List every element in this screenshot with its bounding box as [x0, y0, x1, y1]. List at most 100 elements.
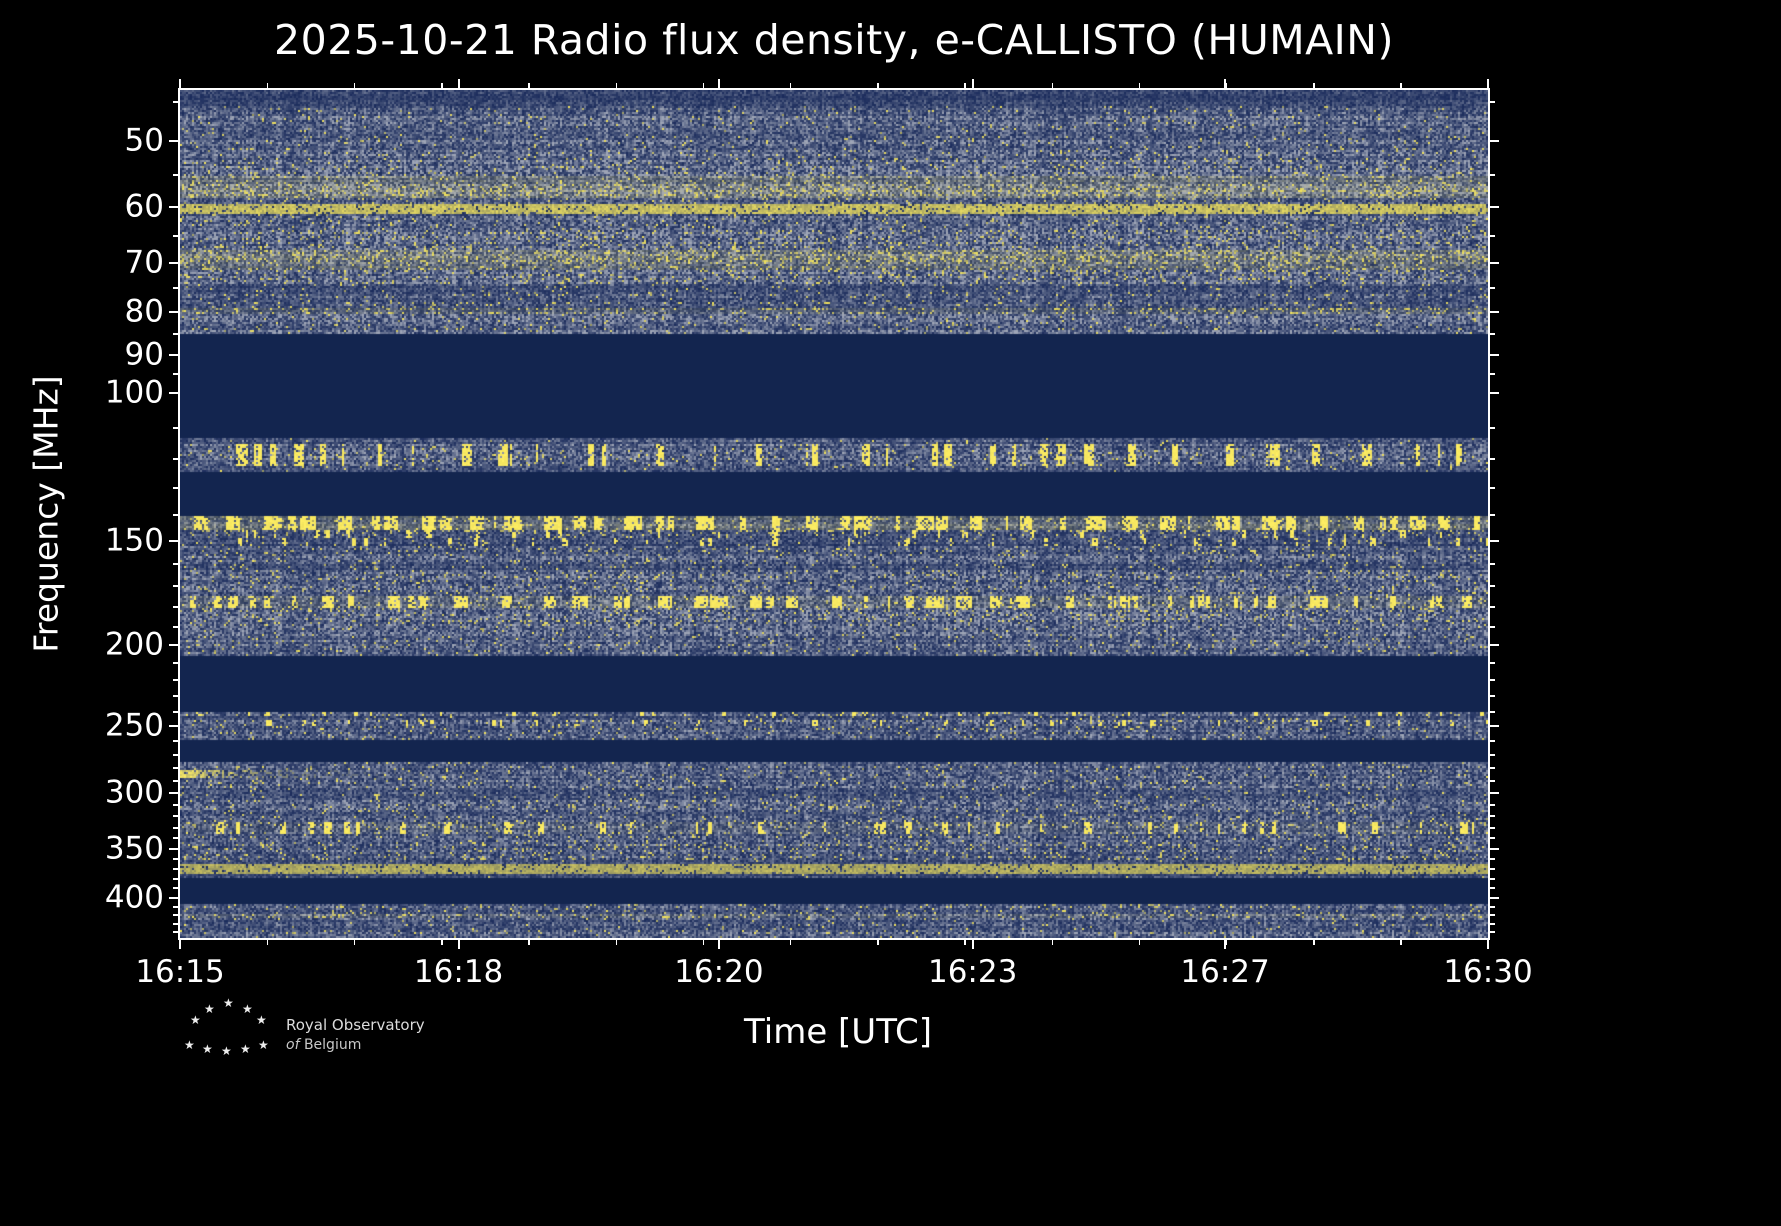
y-minor-tick: [1490, 625, 1495, 628]
star-icon: ★: [202, 1042, 213, 1056]
y-major-tick: [169, 206, 178, 209]
y-major-tick: [1490, 896, 1499, 899]
x-minor-tick: [353, 83, 356, 88]
y-minor-tick: [173, 332, 178, 335]
y-minor-tick: [173, 710, 178, 713]
x-tick-label: 16:18: [413, 954, 504, 990]
y-major-tick: [169, 791, 178, 794]
y-major-tick: [169, 539, 178, 542]
y-minor-tick: [1490, 739, 1495, 742]
star-icon: ★: [190, 1013, 201, 1027]
y-minor-tick: [1490, 695, 1495, 698]
x-major-tick: [1487, 79, 1489, 88]
x-major-tick: [1487, 940, 1489, 949]
y-minor-tick: [1490, 514, 1495, 517]
y-minor-tick: [1490, 837, 1495, 840]
star-icon: ★: [256, 1013, 267, 1027]
y-tick-label: 300: [104, 774, 164, 811]
y-minor-tick: [173, 887, 178, 890]
y-minor-tick: [173, 914, 178, 917]
x-tick-label: 16:30: [1443, 954, 1533, 990]
y-minor-tick: [173, 922, 178, 925]
y-tick-label: 250: [104, 707, 164, 744]
y-minor-tick: [1490, 487, 1495, 490]
y-major-tick: [1490, 791, 1499, 794]
x-major-tick: [179, 79, 181, 88]
x-minor-tick: [1225, 940, 1228, 945]
x-tick-label: 16:20: [674, 954, 764, 990]
x-major-tick: [1224, 79, 1227, 88]
x-tick-label: 16:15: [135, 954, 225, 990]
credit-word-country: Belgium: [303, 1036, 362, 1053]
y-minor-tick: [173, 868, 178, 871]
y-major-tick: [1490, 139, 1499, 142]
credit-word-of: of: [286, 1036, 300, 1053]
y-minor-tick: [173, 815, 178, 818]
x-minor-tick: [353, 940, 356, 945]
x-minor-tick: [1051, 83, 1053, 88]
x-minor-tick: [528, 83, 530, 88]
y-tick-label: 400: [104, 878, 164, 915]
plot-frame: [169, 79, 1499, 949]
y-minor-tick: [1490, 779, 1495, 782]
x-minor-tick: [441, 940, 443, 945]
y-minor-tick: [1490, 905, 1495, 908]
y-tick-label: 350: [104, 830, 164, 867]
y-tick-label: 100: [104, 374, 164, 411]
y-minor-tick: [173, 803, 178, 806]
y-major-tick: [169, 725, 178, 728]
spectrogram-canvas: [180, 90, 1488, 938]
x-major-tick: [457, 940, 460, 949]
x-minor-tick: [1138, 940, 1141, 945]
credit-line2: of Belgium: [286, 1036, 425, 1054]
y-minor-tick: [173, 563, 178, 566]
y-minor-tick: [1490, 753, 1495, 756]
star-icon: ★: [221, 1044, 232, 1058]
y-major-tick: [169, 310, 178, 313]
y-major-tick: [169, 139, 178, 142]
y-minor-tick: [1490, 426, 1495, 429]
y-minor-tick: [173, 779, 178, 782]
y-minor-tick: [173, 858, 178, 861]
y-minor-tick: [173, 678, 178, 681]
x-minor-tick: [1225, 83, 1228, 88]
y-major-tick: [1490, 725, 1499, 728]
y-minor-tick: [1490, 931, 1495, 934]
y-major-tick: [1490, 353, 1499, 356]
y-minor-tick: [173, 373, 178, 376]
y-minor-tick: [1490, 585, 1495, 588]
y-major-tick: [169, 644, 178, 647]
y-tick-label: 90: [124, 335, 164, 372]
y-major-tick: [169, 847, 178, 850]
y-minor-tick: [173, 877, 178, 880]
star-icon: ★: [242, 1002, 253, 1016]
y-minor-tick: [173, 837, 178, 840]
y-minor-tick: [1490, 922, 1495, 925]
y-tick-label: 60: [124, 188, 164, 225]
y-minor-tick: [1490, 563, 1495, 566]
y-minor-tick: [1490, 803, 1495, 806]
x-minor-tick: [702, 83, 705, 88]
x-minor-tick: [441, 83, 443, 88]
star-icon: ★: [223, 996, 234, 1010]
y-minor-tick: [1490, 678, 1495, 681]
y-minor-tick: [1490, 710, 1495, 713]
y-tick-label: 80: [124, 293, 164, 330]
x-minor-tick: [266, 83, 269, 88]
x-minor-tick: [877, 940, 879, 945]
x-minor-tick: [964, 940, 966, 945]
y-minor-tick: [173, 695, 178, 698]
page-title: 2025-10-21 Radio flux density, e-CALLIST…: [274, 16, 1394, 64]
x-minor-tick: [528, 940, 530, 945]
y-minor-tick: [173, 605, 178, 608]
y-minor-tick: [173, 766, 178, 769]
x-minor-tick: [1400, 940, 1402, 945]
y-minor-tick: [1490, 287, 1495, 290]
x-major-tick: [971, 79, 974, 88]
y-minor-tick: [173, 826, 178, 829]
y-tick-label: 150: [104, 521, 164, 558]
x-minor-tick: [1313, 83, 1315, 88]
x-minor-tick: [1400, 83, 1402, 88]
y-minor-tick: [173, 625, 178, 628]
y-minor-tick: [1490, 458, 1495, 461]
